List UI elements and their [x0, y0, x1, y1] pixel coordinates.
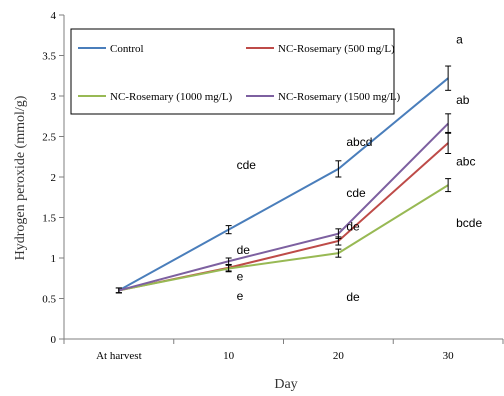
y-tick-label: 2.5	[42, 132, 56, 144]
y-axis-title: Hydrogen peroxide (mmol/g)	[13, 95, 28, 260]
x-axis-ticks: At harvest 10 20 30	[63, 339, 504, 362]
y-tick-label: 1.5	[42, 213, 56, 225]
series-group	[115, 113, 452, 294]
significance-labels: a ab abc bcde abcd cde de de cde de ee	[237, 32, 483, 304]
series-line	[118, 122, 449, 292]
x-tick-label: At harvest	[96, 350, 142, 362]
legend-label: Control	[110, 43, 144, 55]
significance-label: de	[237, 243, 251, 257]
significance-label: bcde	[456, 216, 482, 230]
x-tick-label: 20	[333, 350, 345, 362]
legend-label: NC-Rosemary (1500 mg/L)	[278, 91, 401, 103]
y-tick-label: 3.5	[42, 51, 56, 63]
x-axis-title: Day	[274, 377, 297, 392]
x-tick-label: 30	[443, 350, 455, 362]
series-line	[118, 184, 449, 292]
series-group	[115, 178, 452, 294]
series-line	[118, 77, 449, 292]
significance-label: ab	[456, 93, 470, 107]
significance-label: cde	[237, 158, 257, 172]
significance-label: a	[456, 32, 463, 46]
x-tick-label: 10	[223, 350, 235, 362]
significance-label: e	[237, 270, 244, 284]
significance-label: de	[346, 290, 360, 304]
significance-label: e	[237, 289, 244, 303]
series-group	[115, 131, 452, 294]
legend-label: NC-Rosemary (500 mg/L)	[278, 43, 395, 55]
series-layer	[115, 65, 452, 294]
significance-label: cde	[346, 186, 366, 200]
significance-label: abcd	[346, 135, 372, 149]
legend-label: NC-Rosemary (1000 mg/L)	[110, 91, 233, 103]
significance-label: de	[346, 219, 360, 233]
significance-label: abc	[456, 155, 475, 169]
y-tick-label: 0	[51, 334, 57, 346]
y-tick-label: 0.5	[42, 294, 56, 306]
legend-box	[70, 28, 395, 115]
y-tick-label: 1	[51, 253, 57, 265]
legend: Control NC-Rosemary (500 mg/L) NC-Rosemary…	[70, 28, 401, 115]
y-tick-label: 2	[51, 172, 57, 184]
y-tick-label: 4	[51, 10, 57, 22]
y-axis-ticks: 0 0.5 1 1.5 2 2.5 3 3.5 4	[42, 10, 64, 346]
y-tick-label: 3	[51, 91, 57, 103]
